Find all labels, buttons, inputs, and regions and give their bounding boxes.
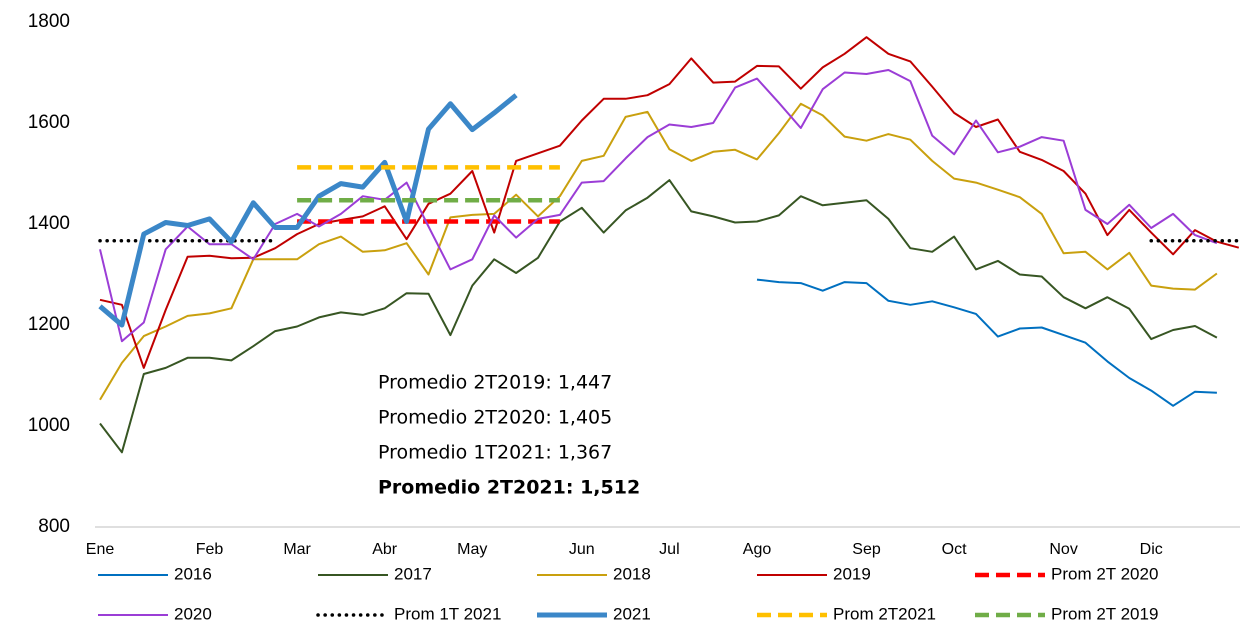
legend-label: Prom 2T 2019 — [1051, 604, 1158, 623]
x-tick-label: Ago — [743, 541, 772, 558]
x-tick-label: Dic — [1140, 541, 1163, 558]
series-line — [99, 179, 1218, 454]
series-line — [98, 93, 518, 328]
x-tick-label: Mar — [283, 541, 311, 558]
legend-label: 2016 — [174, 564, 212, 583]
x-tick-label: Jun — [569, 541, 595, 558]
x-tick-label: Abr — [372, 541, 398, 558]
annotation: Promedio 2T2019: 1,447 — [378, 372, 612, 394]
series-line — [756, 278, 1217, 407]
y-tick-label: 800 — [38, 516, 70, 537]
x-tick-label: Feb — [196, 541, 224, 558]
legend-label: Prom 1T 2021 — [394, 604, 501, 623]
x-tick-label: Jul — [659, 541, 679, 558]
x-tick-label: Ene — [86, 541, 115, 558]
legend-label: Prom 2T 2020 — [1051, 564, 1158, 583]
legend-label: 2019 — [833, 564, 871, 583]
y-tick-label: 1600 — [28, 112, 70, 133]
y-tick-label: 1000 — [28, 415, 70, 436]
annotation: Promedio 2T2020: 1,405 — [378, 407, 612, 429]
y-tick-label: 1800 — [28, 11, 70, 32]
y-tick-label: 1400 — [28, 213, 70, 234]
series-line — [99, 69, 1218, 343]
x-tick-label: Nov — [1049, 541, 1077, 558]
x-tick-label: May — [457, 541, 487, 558]
legend-label: Prom 2T2021 — [833, 604, 936, 623]
x-tick-label: Sep — [852, 541, 881, 558]
annotation: Promedio 1T2021: 1,367 — [378, 442, 612, 464]
x-tick-label: Oct — [942, 541, 967, 558]
y-tick-label: 1200 — [28, 314, 70, 335]
legend-label: 2018 — [613, 564, 651, 583]
series-line — [99, 36, 1240, 369]
legend-label: 2021 — [613, 604, 651, 623]
annotation: Promedio 2T2021: 1,512 — [378, 477, 640, 499]
legend-label: 2017 — [394, 564, 432, 583]
legend-label: 2020 — [174, 604, 212, 623]
